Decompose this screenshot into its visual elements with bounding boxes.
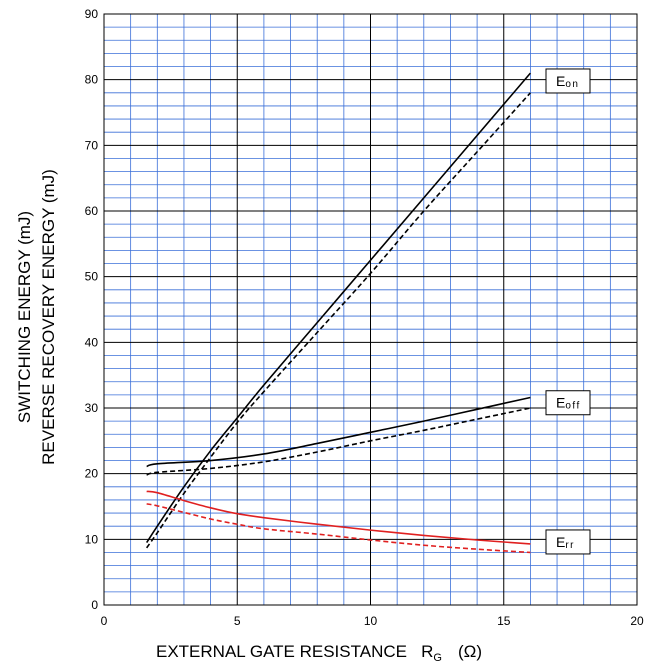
series-label-layer: Eon Eoff Err bbox=[545, 68, 591, 555]
y-tick-label: 50 bbox=[85, 270, 99, 284]
series-label-box-err bbox=[545, 529, 591, 555]
x-tick-labels: 0 5 10 15 20 bbox=[101, 614, 644, 628]
series-line-eoff-dashed bbox=[146, 407, 531, 476]
series-line-err-dashed bbox=[146, 503, 531, 554]
series-label-err: Err bbox=[556, 534, 575, 551]
series-line-eon-dashed bbox=[145, 92, 531, 549]
y-tick-label: 40 bbox=[85, 335, 99, 349]
y-tick-label: 30 bbox=[85, 401, 99, 415]
x-axis-title: EXTERNAL GATE RESISTANCE RG (Ω) bbox=[156, 642, 482, 664]
x-tick-label: 15 bbox=[497, 614, 511, 628]
y-tick-label: 90 bbox=[85, 7, 99, 21]
y-axis-title-line1: SWITCHING ENERGY (mJ) bbox=[15, 211, 34, 423]
series-label-box-eon bbox=[545, 68, 591, 94]
y-tick-label: 80 bbox=[85, 73, 99, 87]
plot-frame bbox=[103, 13, 638, 606]
y-tick-labels: 0 10 20 30 40 50 60 70 80 90 bbox=[85, 7, 99, 612]
y-tick-label: 60 bbox=[85, 204, 99, 218]
y-tick-label: 0 bbox=[91, 598, 98, 612]
series-label-box-eoff bbox=[545, 390, 591, 416]
series-label-eon: Eon bbox=[556, 73, 579, 90]
series-layer bbox=[145, 72, 532, 554]
x-tick-label: 20 bbox=[630, 614, 644, 628]
x-axis-title-unit: (Ω) bbox=[458, 642, 482, 661]
y-tick-label: 10 bbox=[85, 532, 99, 546]
x-tick-label: 5 bbox=[234, 614, 241, 628]
x-tick-label: 0 bbox=[101, 614, 108, 628]
y-tick-label: 70 bbox=[85, 138, 99, 152]
x-tick-label: 10 bbox=[364, 614, 378, 628]
x-axis-title-main: EXTERNAL GATE RESISTANCE R bbox=[156, 642, 433, 661]
y-tick-label: 20 bbox=[85, 467, 99, 481]
series-line-eoff bbox=[146, 396, 531, 468]
series-line-err bbox=[146, 490, 531, 545]
series-line-eon bbox=[145, 72, 532, 544]
y-axis-title-line2: REVERSE RECOVERY ENERGY (mJ) bbox=[39, 169, 58, 465]
series-label-eoff: Eoff bbox=[556, 395, 581, 412]
x-axis-title-subscript: G bbox=[433, 652, 442, 664]
